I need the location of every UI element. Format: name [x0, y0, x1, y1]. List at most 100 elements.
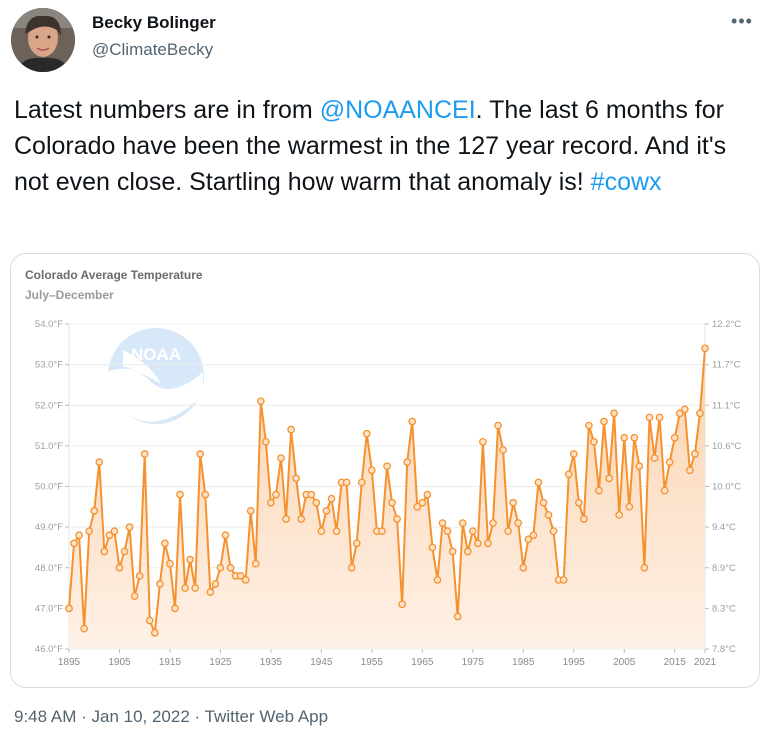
data-point[interactable] [665, 458, 674, 466]
author-handle[interactable]: @ClimateBecky [92, 40, 214, 59]
data-point[interactable] [650, 454, 659, 462]
data-point[interactable] [201, 490, 210, 499]
data-point[interactable] [171, 604, 179, 613]
data-point[interactable] [458, 519, 467, 527]
data-point[interactable] [534, 478, 543, 487]
data-point[interactable] [428, 543, 437, 552]
data-point[interactable] [287, 425, 295, 434]
data-point[interactable] [680, 405, 689, 414]
data-point[interactable] [105, 531, 114, 540]
data-point[interactable] [504, 527, 512, 536]
data-point[interactable] [519, 563, 528, 572]
data-point[interactable] [150, 628, 159, 637]
data-point[interactable] [221, 531, 230, 540]
data-point[interactable] [463, 547, 472, 556]
data-point[interactable] [95, 458, 104, 466]
data-point[interactable] [65, 604, 73, 613]
data-point[interactable] [539, 498, 548, 507]
data-point[interactable] [474, 539, 482, 548]
data-point[interactable] [186, 555, 194, 564]
data-point[interactable] [524, 535, 533, 544]
data-point[interactable] [246, 507, 255, 515]
data-point[interactable] [564, 470, 573, 479]
data-point[interactable] [605, 474, 613, 483]
data-point[interactable] [610, 409, 618, 418]
data-point[interactable] [120, 547, 129, 556]
data-point[interactable] [433, 576, 442, 584]
data-point[interactable] [125, 523, 134, 531]
data-point[interactable] [211, 580, 220, 588]
data-point[interactable] [559, 576, 568, 584]
data-point[interactable] [110, 527, 119, 536]
data-point[interactable] [418, 498, 427, 507]
data-point[interactable] [282, 515, 290, 523]
data-point[interactable] [327, 494, 336, 503]
data-point[interactable] [595, 486, 603, 495]
data-point[interactable] [145, 616, 154, 625]
data-point[interactable] [90, 507, 99, 515]
data-point[interactable] [100, 547, 109, 556]
author-name[interactable]: Becky Bolinger [92, 13, 216, 32]
data-point[interactable] [362, 429, 371, 438]
avatar[interactable] [11, 8, 75, 72]
data-point[interactable] [696, 409, 704, 418]
chart-card[interactable]: Colorado Average Temperature July–Decemb… [10, 253, 760, 688]
data-point[interactable] [645, 413, 654, 422]
data-point[interactable] [398, 600, 406, 609]
data-point[interactable] [166, 559, 174, 568]
data-point[interactable] [85, 527, 94, 536]
data-point[interactable] [140, 450, 149, 458]
data-point[interactable] [226, 563, 235, 572]
tweet-time[interactable]: 9:48 AM [14, 707, 77, 726]
data-point[interactable] [423, 490, 432, 499]
data-point[interactable] [625, 502, 634, 511]
data-point[interactable] [529, 531, 538, 540]
data-point[interactable] [156, 580, 164, 588]
data-point[interactable] [307, 490, 316, 499]
data-point[interactable] [130, 592, 139, 601]
data-point[interactable] [468, 527, 477, 536]
data-point[interactable] [292, 474, 300, 483]
data-point[interactable] [75, 531, 83, 540]
data-point[interactable] [635, 462, 644, 471]
data-point[interactable] [494, 421, 502, 430]
data-point[interactable] [262, 437, 270, 446]
data-point[interactable] [484, 539, 492, 548]
data-point[interactable] [620, 433, 629, 442]
data-point[interactable] [312, 498, 321, 507]
data-point[interactable] [70, 539, 78, 548]
data-point[interactable] [196, 450, 205, 458]
data-point[interactable] [236, 572, 245, 580]
data-point[interactable] [342, 478, 351, 487]
data-point[interactable] [378, 527, 386, 536]
tweet-client[interactable]: Twitter Web App [204, 707, 329, 726]
data-point[interactable] [332, 527, 341, 536]
data-point[interactable] [317, 527, 326, 536]
data-point[interactable] [256, 397, 265, 406]
data-point[interactable] [438, 519, 447, 527]
data-point[interactable] [686, 466, 694, 475]
data-point[interactable] [655, 413, 664, 422]
data-point[interactable] [691, 450, 699, 458]
data-point[interactable] [368, 466, 376, 475]
data-point[interactable] [216, 563, 225, 572]
data-point[interactable] [670, 433, 679, 442]
data-point[interactable] [489, 519, 497, 527]
data-point[interactable] [251, 559, 260, 568]
data-point[interactable] [413, 502, 422, 511]
data-point[interactable] [600, 417, 608, 426]
data-point[interactable] [569, 450, 578, 458]
data-point[interactable] [549, 527, 558, 536]
data-point[interactable] [352, 539, 361, 548]
data-point[interactable] [509, 498, 518, 507]
data-point[interactable] [297, 515, 306, 523]
data-point[interactable] [408, 417, 417, 426]
data-point[interactable] [241, 576, 250, 584]
data-point[interactable] [443, 527, 452, 536]
data-point[interactable] [277, 454, 285, 462]
data-point[interactable] [115, 563, 124, 572]
data-point[interactable] [585, 421, 593, 430]
data-point[interactable] [191, 584, 200, 592]
data-point[interactable] [357, 478, 366, 487]
more-icon[interactable]: ••• [731, 11, 753, 31]
